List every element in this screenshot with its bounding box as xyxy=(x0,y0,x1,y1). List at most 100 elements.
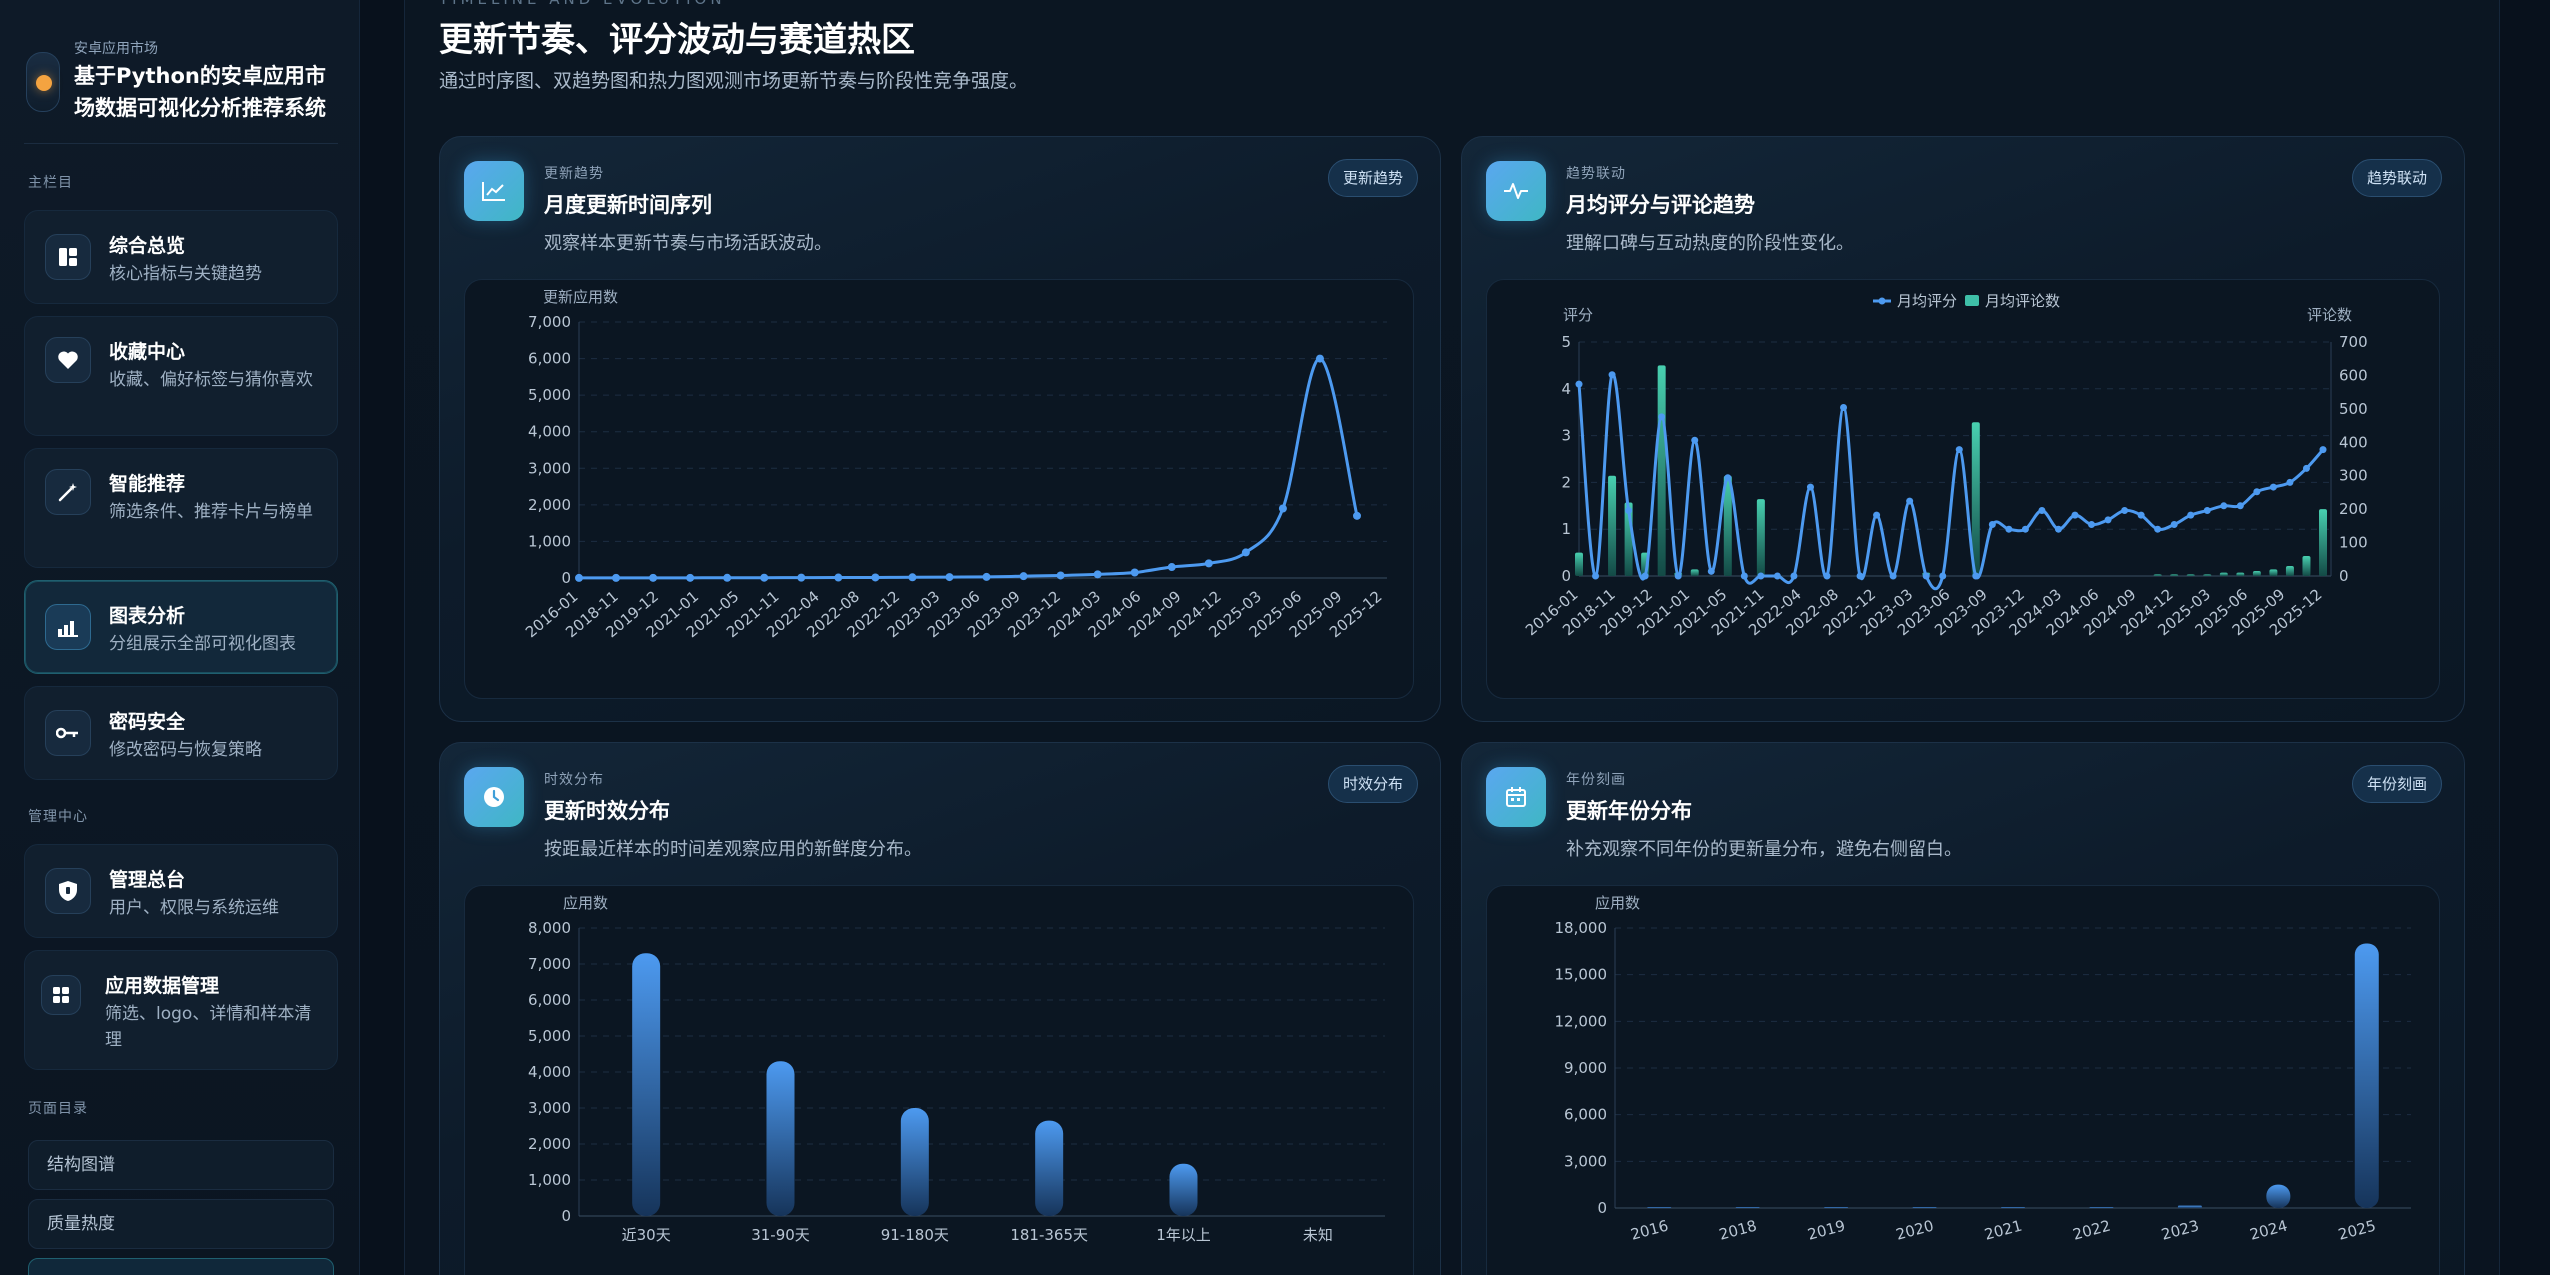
y2-tick-label: 500 xyxy=(2339,400,2368,418)
card-badge: 年份刻画 xyxy=(2351,765,2442,803)
y-tick-label: 4,000 xyxy=(528,423,571,441)
toc-item-quality[interactable]: 质量热度 xyxy=(28,1199,334,1249)
y-tick-label: 7,000 xyxy=(528,313,571,331)
rating-point xyxy=(1823,572,1831,580)
x-tick-label: 2022 xyxy=(2071,1216,2113,1243)
sidebar-item-desc: 核心指标与关键趋势 xyxy=(109,264,262,284)
x-tick-label: 91-180天 xyxy=(881,1226,949,1244)
card-description: 补充观察不同年份的更新量分布，避免右侧留白。 xyxy=(1566,839,1962,860)
y-tick-label: 5,000 xyxy=(528,386,571,404)
x-tick-label: 2025 xyxy=(2336,1216,2378,1243)
toc-item-active[interactable] xyxy=(28,1258,334,1275)
rating-point xyxy=(1707,567,1715,575)
card-monthly-updates: 更新趋势 月度更新时间序列 观察样本更新节奏与市场活跃波动。 更新趋势 更新应用… xyxy=(439,136,1441,722)
main-content: TIMELINE AND EVOLUTION 更新节奏、评分波动与赛道热区 通过… xyxy=(404,0,2500,1275)
card-badge: 时效分布 xyxy=(1327,765,1418,803)
magic-wand-icon xyxy=(45,469,91,515)
rating-point xyxy=(1906,497,1914,505)
sidebar-item-password[interactable]: 密码安全 修改密码与恢复策略 xyxy=(24,686,338,780)
y-tick-label: 3 xyxy=(1561,427,1571,445)
rating-point xyxy=(1608,371,1616,379)
data-point xyxy=(1241,548,1250,557)
y-tick-label: 0 xyxy=(1597,1199,1607,1217)
review-bar xyxy=(2302,555,2311,576)
bar xyxy=(1647,1207,1672,1208)
brand-kicker: 安卓应用市场 xyxy=(74,41,158,57)
y-tick-label: 7,000 xyxy=(528,955,571,973)
card-title: 月均评分与评论趋势 xyxy=(1566,193,1755,217)
y-tick-label: 4,000 xyxy=(528,1063,571,1081)
legend-swatch-rating-dot xyxy=(1878,297,1886,305)
y-tick-label: 6,000 xyxy=(528,350,571,368)
sidebar-item-charts[interactable]: 图表分析 分组展示全部可视化图表 xyxy=(24,580,338,674)
toc-item-structure[interactable]: 结构图谱 xyxy=(28,1140,334,1190)
sidebar-item-title: 收藏中心 xyxy=(109,341,186,363)
chart-panel: 月均评分 月均评论数 评分 评论数 0 1 2 3 4 5 0 100 200 300 400 500 600 7… xyxy=(1486,279,2440,699)
card-description: 理解口碑与互动热度的阶段性变化。 xyxy=(1566,233,1854,254)
card-description: 观察样本更新节奏与市场活跃波动。 xyxy=(544,233,832,254)
bar-chart-icon xyxy=(45,604,91,650)
rating-point xyxy=(2154,525,2162,533)
data-point xyxy=(649,573,658,582)
data-point xyxy=(982,572,991,581)
section-label-admin: 管理中心 xyxy=(28,809,88,825)
review-bar xyxy=(2319,509,2327,576)
line-chart-icon xyxy=(464,161,524,221)
rating-point xyxy=(2187,511,2195,519)
review-bar xyxy=(2236,572,2245,576)
x-tick-label: 1年以上 xyxy=(1156,1226,1211,1244)
bar xyxy=(632,953,661,1216)
card-kicker: 年份刻画 xyxy=(1566,772,1626,788)
bar xyxy=(1169,1163,1198,1216)
data-point xyxy=(1130,568,1139,577)
rating-point xyxy=(2203,506,2211,514)
rating-point xyxy=(1757,572,1765,580)
y-tick-label: 12,000 xyxy=(1555,1012,1608,1030)
data-point xyxy=(686,573,695,582)
y-tick-label: 8,000 xyxy=(528,919,571,937)
sidebar-item-admin[interactable]: 管理总台 用户、权限与系统运维 xyxy=(24,844,338,938)
card-title: 更新时效分布 xyxy=(544,799,670,823)
legend-swatch-reviews xyxy=(1965,295,1979,306)
card-description: 按距最近样本的时间差观察应用的新鲜度分布。 xyxy=(544,839,922,860)
rating-point xyxy=(1641,572,1649,580)
rating-point xyxy=(1955,446,1963,454)
sidebar-item-app-data[interactable]: 应用数据管理 筛选、logo、详情和样本清理 xyxy=(24,950,338,1070)
brand: 安卓应用市场 基于Python的安卓应用市场数据可视化分析推荐系统 xyxy=(26,36,346,132)
page-title: 更新节奏、评分波动与赛道热区 xyxy=(439,20,915,60)
rating-point xyxy=(2286,478,2294,486)
y-tick-label: 5 xyxy=(1561,333,1571,351)
bar xyxy=(2266,1184,2291,1208)
sidebar-item-recommend[interactable]: 智能推荐 筛选条件、推荐卡片与榜单 xyxy=(24,448,338,568)
rating-point xyxy=(1922,572,1930,580)
sidebar: 安卓应用市场 基于Python的安卓应用市场数据可视化分析推荐系统 主栏目 综合… xyxy=(0,0,360,1275)
sidebar-item-desc: 收藏、偏好标签与猜你喜欢 xyxy=(109,370,313,390)
y2-tick-label: 200 xyxy=(2339,500,2368,518)
chart-year-distribution: 应用数 0 3,000 6,000 9,000 12,000 15,000 18,000 201… xyxy=(1555,894,2411,1244)
chart-panel: 应用数 0 3,000 6,000 9,000 12,000 15,000 18,000 201… xyxy=(1486,885,2440,1275)
sidebar-item-overview[interactable]: 综合总览 核心指标与关键趋势 xyxy=(24,210,338,304)
divider xyxy=(24,143,338,144)
x-tick-label: 2021 xyxy=(1982,1216,2024,1243)
card-title: 更新年份分布 xyxy=(1566,799,1692,823)
y-tick-label: 0 xyxy=(561,1207,571,1225)
card-freshness-distribution: 时效分布 更新时效分布 按距最近样本的时间差观察应用的新鲜度分布。 时效分布 应… xyxy=(439,742,1441,1275)
sidebar-item-favorites[interactable]: 收藏中心 收藏、偏好标签与猜你喜欢 xyxy=(24,316,338,436)
chart-freshness: 应用数 0 1,000 2,000 3,000 4,000 5,000 6,000 7,000 8… xyxy=(528,894,1385,1244)
rating-point xyxy=(1806,483,1814,491)
section-label-main: 主栏目 xyxy=(28,175,73,191)
x-tick-label: 2024 xyxy=(2248,1216,2290,1243)
rating-point xyxy=(2269,483,2277,491)
clock-icon xyxy=(464,767,524,827)
rating-point xyxy=(2104,516,2112,524)
y-tick-label: 2 xyxy=(1561,473,1571,491)
section-kicker: TIMELINE AND EVOLUTION xyxy=(439,0,726,8)
review-bar xyxy=(2285,565,2294,576)
bar xyxy=(1824,1207,1849,1208)
data-point xyxy=(760,573,769,582)
sidebar-item-title: 应用数据管理 xyxy=(105,975,220,997)
review-bar xyxy=(1690,569,1699,576)
x-tick-label: 未知 xyxy=(1303,1226,1333,1244)
sidebar-item-desc: 筛选条件、推荐卡片与榜单 xyxy=(109,502,313,522)
bar xyxy=(2001,1207,2025,1208)
